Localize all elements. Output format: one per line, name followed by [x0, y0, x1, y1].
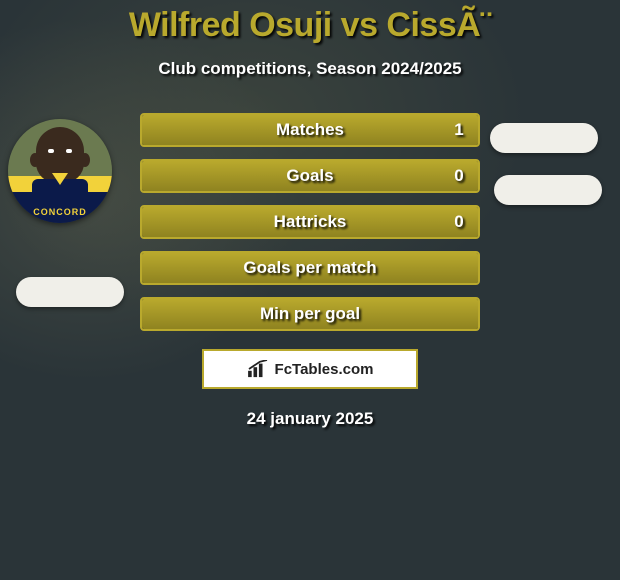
stat-value: 0: [440, 166, 478, 186]
stat-label: Min per goal: [142, 304, 478, 324]
stat-bars: Matches1Goals0Hattricks0Goals per matchM…: [140, 109, 480, 331]
stat-label: Hattricks: [142, 212, 440, 232]
stat-value: 1: [440, 120, 478, 140]
bar-chart-icon: [247, 360, 269, 378]
stat-row: Goals per match: [140, 251, 480, 285]
brand-text: FcTables.com: [275, 361, 374, 378]
stat-row: Goals0: [140, 159, 480, 193]
comparison-stage: CONCORD Matches1Goals0Hattricks0Goals pe…: [0, 109, 620, 429]
card: Wilfred Osuji vs CissÃ¨ Club competition…: [0, 0, 620, 580]
brand-badge: FcTables.com: [202, 349, 418, 389]
jersey-text: CONCORD: [8, 207, 112, 217]
stat-value: 0: [440, 212, 478, 232]
stat-label: Matches: [142, 120, 440, 140]
player1-avatar: CONCORD: [8, 119, 112, 223]
page-title: Wilfred Osuji vs CissÃ¨: [0, 6, 620, 45]
stat-row: Hattricks0: [140, 205, 480, 239]
stat-row: Min per goal: [140, 297, 480, 331]
stat-label: Goals per match: [142, 258, 478, 278]
stat-row: Matches1: [140, 113, 480, 147]
subtitle: Club competitions, Season 2024/2025: [0, 59, 620, 79]
stat-label: Goals: [142, 166, 440, 186]
date-text: 24 january 2025: [0, 409, 620, 429]
